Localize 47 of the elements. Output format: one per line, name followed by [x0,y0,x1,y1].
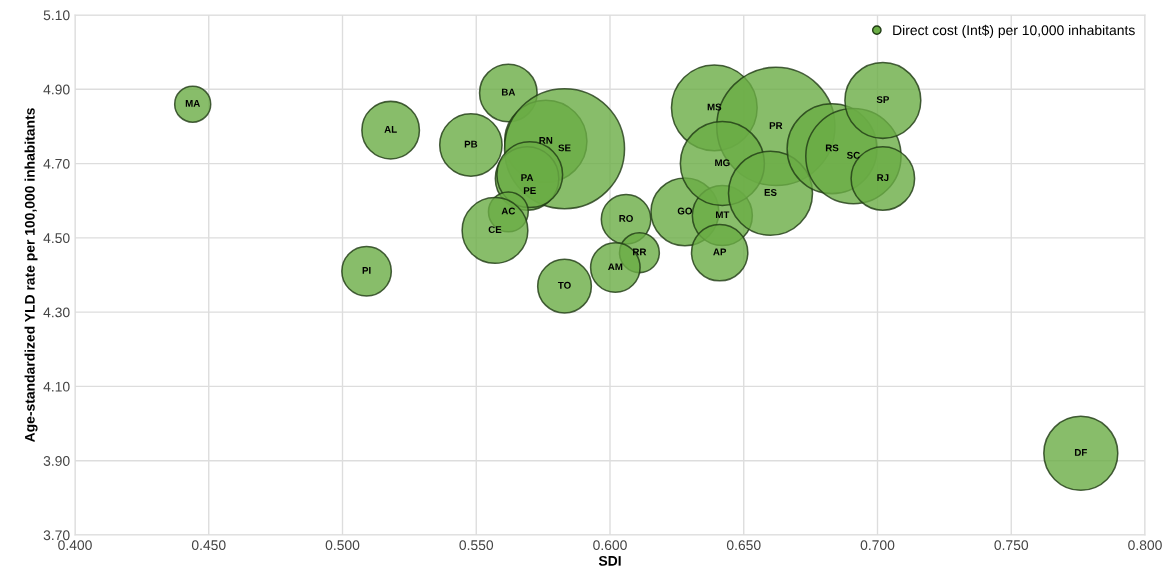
x-tick-label: 0.750 [994,540,1029,551]
annotation: SP [876,96,889,104]
annotation: PE [523,187,536,194]
y-tick-label: 4.50 [43,233,70,244]
legend-label: Direct cost (Int$) per 10,000 inhabitants [893,24,1135,38]
x-tick-label: 0.550 [459,540,494,551]
x-tick-label: 0.400 [58,540,92,551]
annotation: SC [846,151,860,159]
annotation: AC [501,207,516,215]
annotation: AP [713,248,727,256]
x-tick-label: 0.500 [325,540,360,551]
annotation: CE [488,226,502,234]
annotation: MS [707,103,722,111]
x-tick-label: 0.700 [860,540,895,551]
annotation: PR [769,122,783,129]
annotation: TO [557,281,571,289]
y-tick-label: 4.70 [43,158,70,169]
annotation: RJ [877,174,889,182]
x-tick-label: 0.600 [593,540,627,551]
annotation: RO [619,215,633,222]
annotation: BA [501,88,516,96]
y-tick-label: 3.70 [43,530,70,541]
y-tick-label: 4.10 [43,381,70,392]
y-tick-label: 3.90 [43,456,70,466]
annotation: RS [825,144,839,152]
x-tick-label: 0.450 [191,540,226,551]
y-tick-label: 4.30 [43,307,70,318]
annotation: MT [715,211,730,219]
y-tick-label: 5.10 [43,10,70,21]
annotation: RN [539,137,553,144]
x-axis-title: SDI [598,555,621,566]
y-axis-title: Age-standardized YLD rate per 100,000 inhabitants [24,108,38,443]
annotation: PI [362,267,371,274]
x-tick-label: 0.650 [726,540,761,551]
annotation: RR [633,248,647,256]
x-tick-label: 0.800 [1128,540,1162,551]
annotation: DF [1074,449,1087,456]
annotation: AM [608,263,623,271]
annotation: ES [764,189,777,196]
annotation: AL [384,125,397,133]
annotation: PA [521,174,534,181]
annotation: MG [715,159,730,167]
annotation: MA [185,99,200,107]
annotation: PB [464,140,478,148]
annotation: SE [558,144,571,152]
y-tick-label: 4.90 [43,84,70,95]
annotation: GO [677,207,693,215]
